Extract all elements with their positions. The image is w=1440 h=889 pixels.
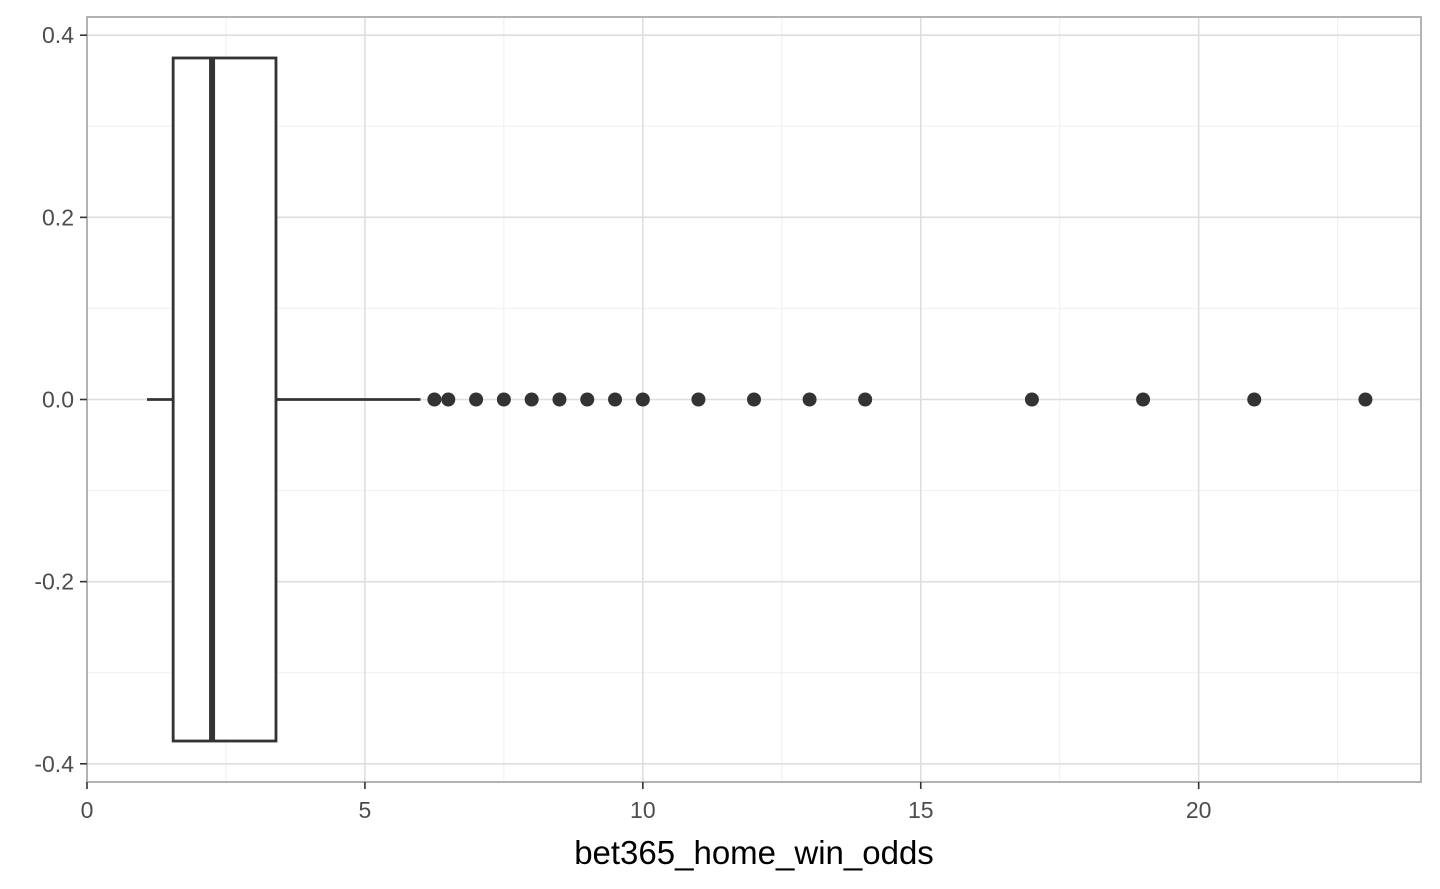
x-tick-label: 20 <box>1186 797 1212 823</box>
y-tick-label: 0.4 <box>42 22 74 48</box>
x-tick-label: 5 <box>359 797 372 823</box>
y-tick-label: -0.4 <box>34 751 74 777</box>
outlier-point <box>1247 392 1262 407</box>
outlier-point <box>635 392 650 407</box>
outlier-point <box>1358 392 1373 407</box>
outlier-point <box>580 392 595 407</box>
x-axis: 0 5 10 15 20 <box>81 782 1212 823</box>
y-tick-label: 0.0 <box>42 387 74 413</box>
outlier-point <box>608 392 623 407</box>
iqr-box <box>171 56 278 743</box>
x-tick-label: 10 <box>630 797 656 823</box>
outlier-point <box>691 392 706 407</box>
outlier-points <box>427 392 1373 407</box>
y-tick-label: 0.2 <box>42 204 74 230</box>
outlier-point <box>858 392 873 407</box>
outlier-point <box>1024 392 1039 407</box>
x-tick-label: 0 <box>81 797 94 823</box>
y-axis: -0.4 -0.2 0.0 0.2 0.4 <box>34 22 87 777</box>
x-tick-label: 15 <box>908 797 934 823</box>
outlier-point <box>441 392 456 407</box>
outlier-point <box>427 392 442 407</box>
outlier-point <box>524 392 539 407</box>
boxplot <box>147 56 421 743</box>
outlier-point <box>1136 392 1151 407</box>
outlier-point <box>496 392 511 407</box>
outlier-point <box>802 392 817 407</box>
outlier-point <box>552 392 567 407</box>
outlier-point <box>469 392 484 407</box>
x-axis-title: bet365_home_win_odds <box>574 834 934 871</box>
outlier-point <box>747 392 761 407</box>
y-tick-label: -0.2 <box>34 569 74 595</box>
